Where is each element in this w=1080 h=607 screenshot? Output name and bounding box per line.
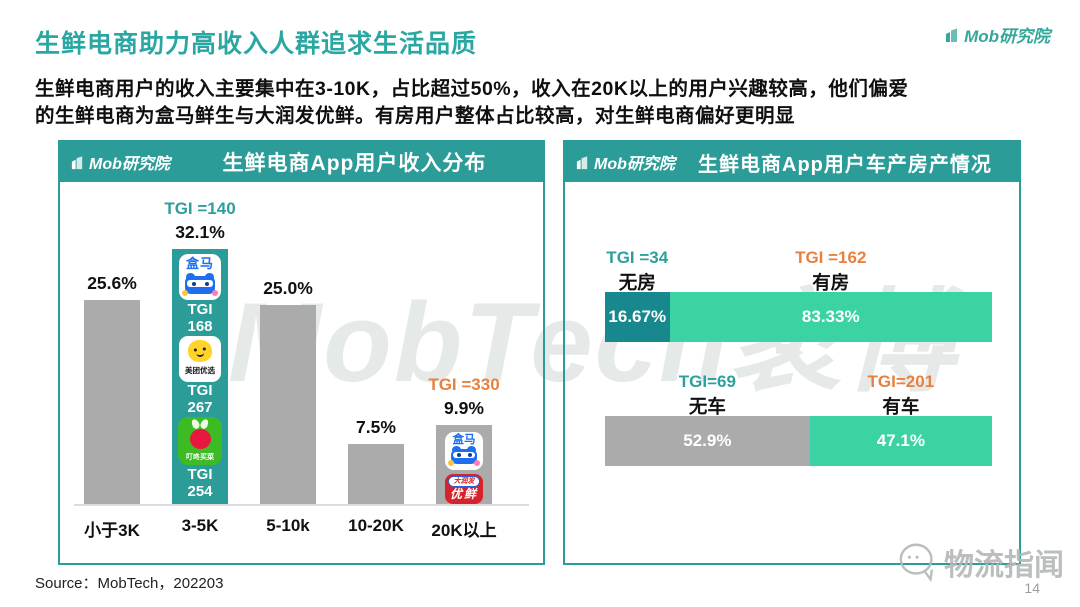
income-panel-header: Mob研究院 生鲜电商App用户收入分布 xyxy=(60,142,543,182)
bar-value-label: 7.5% xyxy=(356,417,396,437)
bar-segment-有车: 47.1% xyxy=(809,416,992,466)
mob-building-icon xyxy=(71,155,83,169)
rt-mart-youxian-icon-part: 优鲜 xyxy=(449,487,478,501)
hema-icon-part xyxy=(456,453,461,457)
dingdong-maicai-icon: 叮咚买菜 xyxy=(178,417,222,466)
income-chart-panel: Mob研究院 生鲜电商App用户收入分布 25.6% 小于3K 盒马 TGI 168 美团… xyxy=(58,140,545,565)
segment-name-label: 有房 xyxy=(812,272,850,293)
mob-logo-right: Mob研究院 xyxy=(575,150,675,174)
income-chart-plot: 25.6% 小于3K 盒马 TGI 168 美团优选 TGI 267 叮咚买菜 TGI 254 32.… xyxy=(60,182,543,563)
rt-mart-youxian-icon-part: 大润发 xyxy=(448,476,480,487)
bar-tgi-top-label: TGI =140 xyxy=(164,199,236,218)
meituan-youxuan-icon: 美团优选 xyxy=(179,335,221,382)
bar-value-label: 25.0% xyxy=(263,278,313,298)
hema-icon-part xyxy=(467,453,472,457)
income-bar-5-10k xyxy=(260,305,316,504)
bar-segment-有房: 83.33% xyxy=(669,292,992,342)
meituan-youxuan-icon-part xyxy=(196,350,205,357)
tgi-label: TGI=69 xyxy=(678,372,736,391)
category-label: 20K以上 xyxy=(431,521,497,540)
dingdong-maicai-icon-part xyxy=(189,429,211,450)
assets-chart-title: 生鲜电商App用户车产房产情况 xyxy=(698,153,992,176)
hema-icon-part: 盒马 xyxy=(452,434,476,446)
bar-tgi-label: TGI 254 xyxy=(187,465,213,500)
mob-logo-label: Mob研究院 xyxy=(594,156,675,173)
bar-tgi-top-label: TGI =330 xyxy=(428,375,500,394)
income-bar-小于3K xyxy=(84,300,140,504)
intro-line-2: 的生鲜电商为盒马鲜生与大润发优鲜。有房用户整体占比较高，对生鲜电商偏好更明显 xyxy=(35,105,796,127)
bar-segment-无房: 16.67% xyxy=(605,292,670,342)
intro-line-1: 生鲜电商用户的收入主要集中在3-10K，占比超过50%，收入在20K以上的用户兴… xyxy=(35,78,909,100)
hema-icon-part xyxy=(448,446,480,466)
x-axis-line xyxy=(74,504,529,506)
bar-tgi-label: TGI 267 xyxy=(187,382,213,417)
hema-icon-part xyxy=(452,446,461,454)
mob-logo-label: Mob研究院 xyxy=(89,156,170,173)
source-text: Source：MobTech，202203 xyxy=(35,575,224,592)
page-number: 14 xyxy=(1024,580,1040,596)
hema-icon-part xyxy=(474,460,480,466)
mob-brand-logo: Mob研究院 xyxy=(944,22,1050,47)
hema-icon-part xyxy=(448,460,454,466)
meituan-youxuan-icon-part: 美团优选 xyxy=(185,365,215,375)
stacked-bar: 52.9% 47.1% xyxy=(605,416,992,466)
bar-content-stack: 盒马 TGI 168 美团优选 TGI 267 叮咚买菜 TGI 254 xyxy=(172,249,228,504)
mob-building-icon xyxy=(946,28,958,42)
income-bar-20K以上: 盒马 大润发 优鲜 xyxy=(436,425,492,504)
hema-icon-part xyxy=(182,290,188,296)
hema-icon-part xyxy=(205,273,214,281)
page-title: 生鲜电商助力高收入人群追求生活品质 xyxy=(35,30,478,58)
tgi-label: TGI =162 xyxy=(795,248,867,267)
mob-building-icon xyxy=(576,155,588,169)
asset-row-0: TGI =34 无房 TGI =162 有房 16.67% 83.33% xyxy=(605,248,992,344)
bar-tgi-label: TGI 168 xyxy=(187,300,213,335)
income-bar-10-20K xyxy=(348,444,404,504)
bar-content-stack: 盒马 大润发 优鲜 xyxy=(436,425,492,504)
tgi-label: TGI =34 xyxy=(606,248,669,267)
meituan-youxuan-icon-part xyxy=(186,338,214,363)
stacked-bar: 16.67% 83.33% xyxy=(605,292,992,342)
bar-segment-无车: 52.9% xyxy=(605,416,810,466)
hema-icon-part xyxy=(204,281,209,286)
bar-value-label: 25.6% xyxy=(87,273,137,293)
hema-icon-part xyxy=(191,281,196,286)
hema-icon-part xyxy=(453,452,475,458)
hema-icon-part xyxy=(212,290,218,296)
mob-brand-label: Mob研究院 xyxy=(964,27,1050,46)
rt-mart-youxian-icon: 大润发 优鲜 xyxy=(445,474,483,504)
hema-icon-part xyxy=(186,273,195,281)
hema-icon-part xyxy=(187,280,213,287)
category-label: 10-20K xyxy=(348,516,404,535)
assets-panel-header: Mob研究院 生鲜电商App用户车产房产情况 xyxy=(565,142,1019,182)
bar-value-label: 32.1% xyxy=(175,222,225,242)
hema-icon-part xyxy=(182,273,218,296)
tgi-label: TGI=201 xyxy=(867,372,935,391)
segment-name-label: 无车 xyxy=(688,396,726,417)
category-label: 5-10k xyxy=(266,516,310,535)
asset-row-1: TGI=69 无车 TGI=201 有车 52.9% 47.1% xyxy=(605,372,992,468)
income-chart-title: 生鲜电商App用户收入分布 xyxy=(222,152,487,175)
hema-icon-part xyxy=(467,446,476,454)
intro-text: 生鲜电商用户的收入主要集中在3-10K，占比超过50%，收入在20K以上的用户兴… xyxy=(35,76,908,130)
hema-icon-part: 盒马 xyxy=(185,256,214,271)
assets-chart-panel: Mob研究院 生鲜电商App用户车产房产情况 TGI =34 无房 TGI =162… xyxy=(563,140,1021,565)
chat-bubble-icon xyxy=(899,543,934,583)
assets-chart-plot: TGI =34 无房 TGI =162 有房 16.67% 83.33% TGI=69 无车 T… xyxy=(565,182,1019,563)
segment-name-label: 有车 xyxy=(882,396,920,417)
dingdong-maicai-icon-part: 叮咚买菜 xyxy=(186,454,214,462)
mob-logo-left: Mob研究院 xyxy=(70,150,170,174)
category-label: 3-5K xyxy=(181,516,219,535)
hema-icon: 盒马 xyxy=(445,432,483,470)
corner-watermark-label: 物流指闻 xyxy=(944,549,1064,582)
segment-name-label: 无房 xyxy=(618,272,656,293)
corner-watermark: 物流指闻 xyxy=(896,540,1064,584)
dingdong-maicai-icon-part xyxy=(192,421,208,428)
bar-value-label: 9.9% xyxy=(444,398,484,418)
income-bar-3-5K: 盒马 TGI 168 美团优选 TGI 267 叮咚买菜 TGI 254 xyxy=(172,249,228,504)
hema-icon: 盒马 xyxy=(179,254,221,300)
category-label: 小于3K xyxy=(84,521,140,540)
